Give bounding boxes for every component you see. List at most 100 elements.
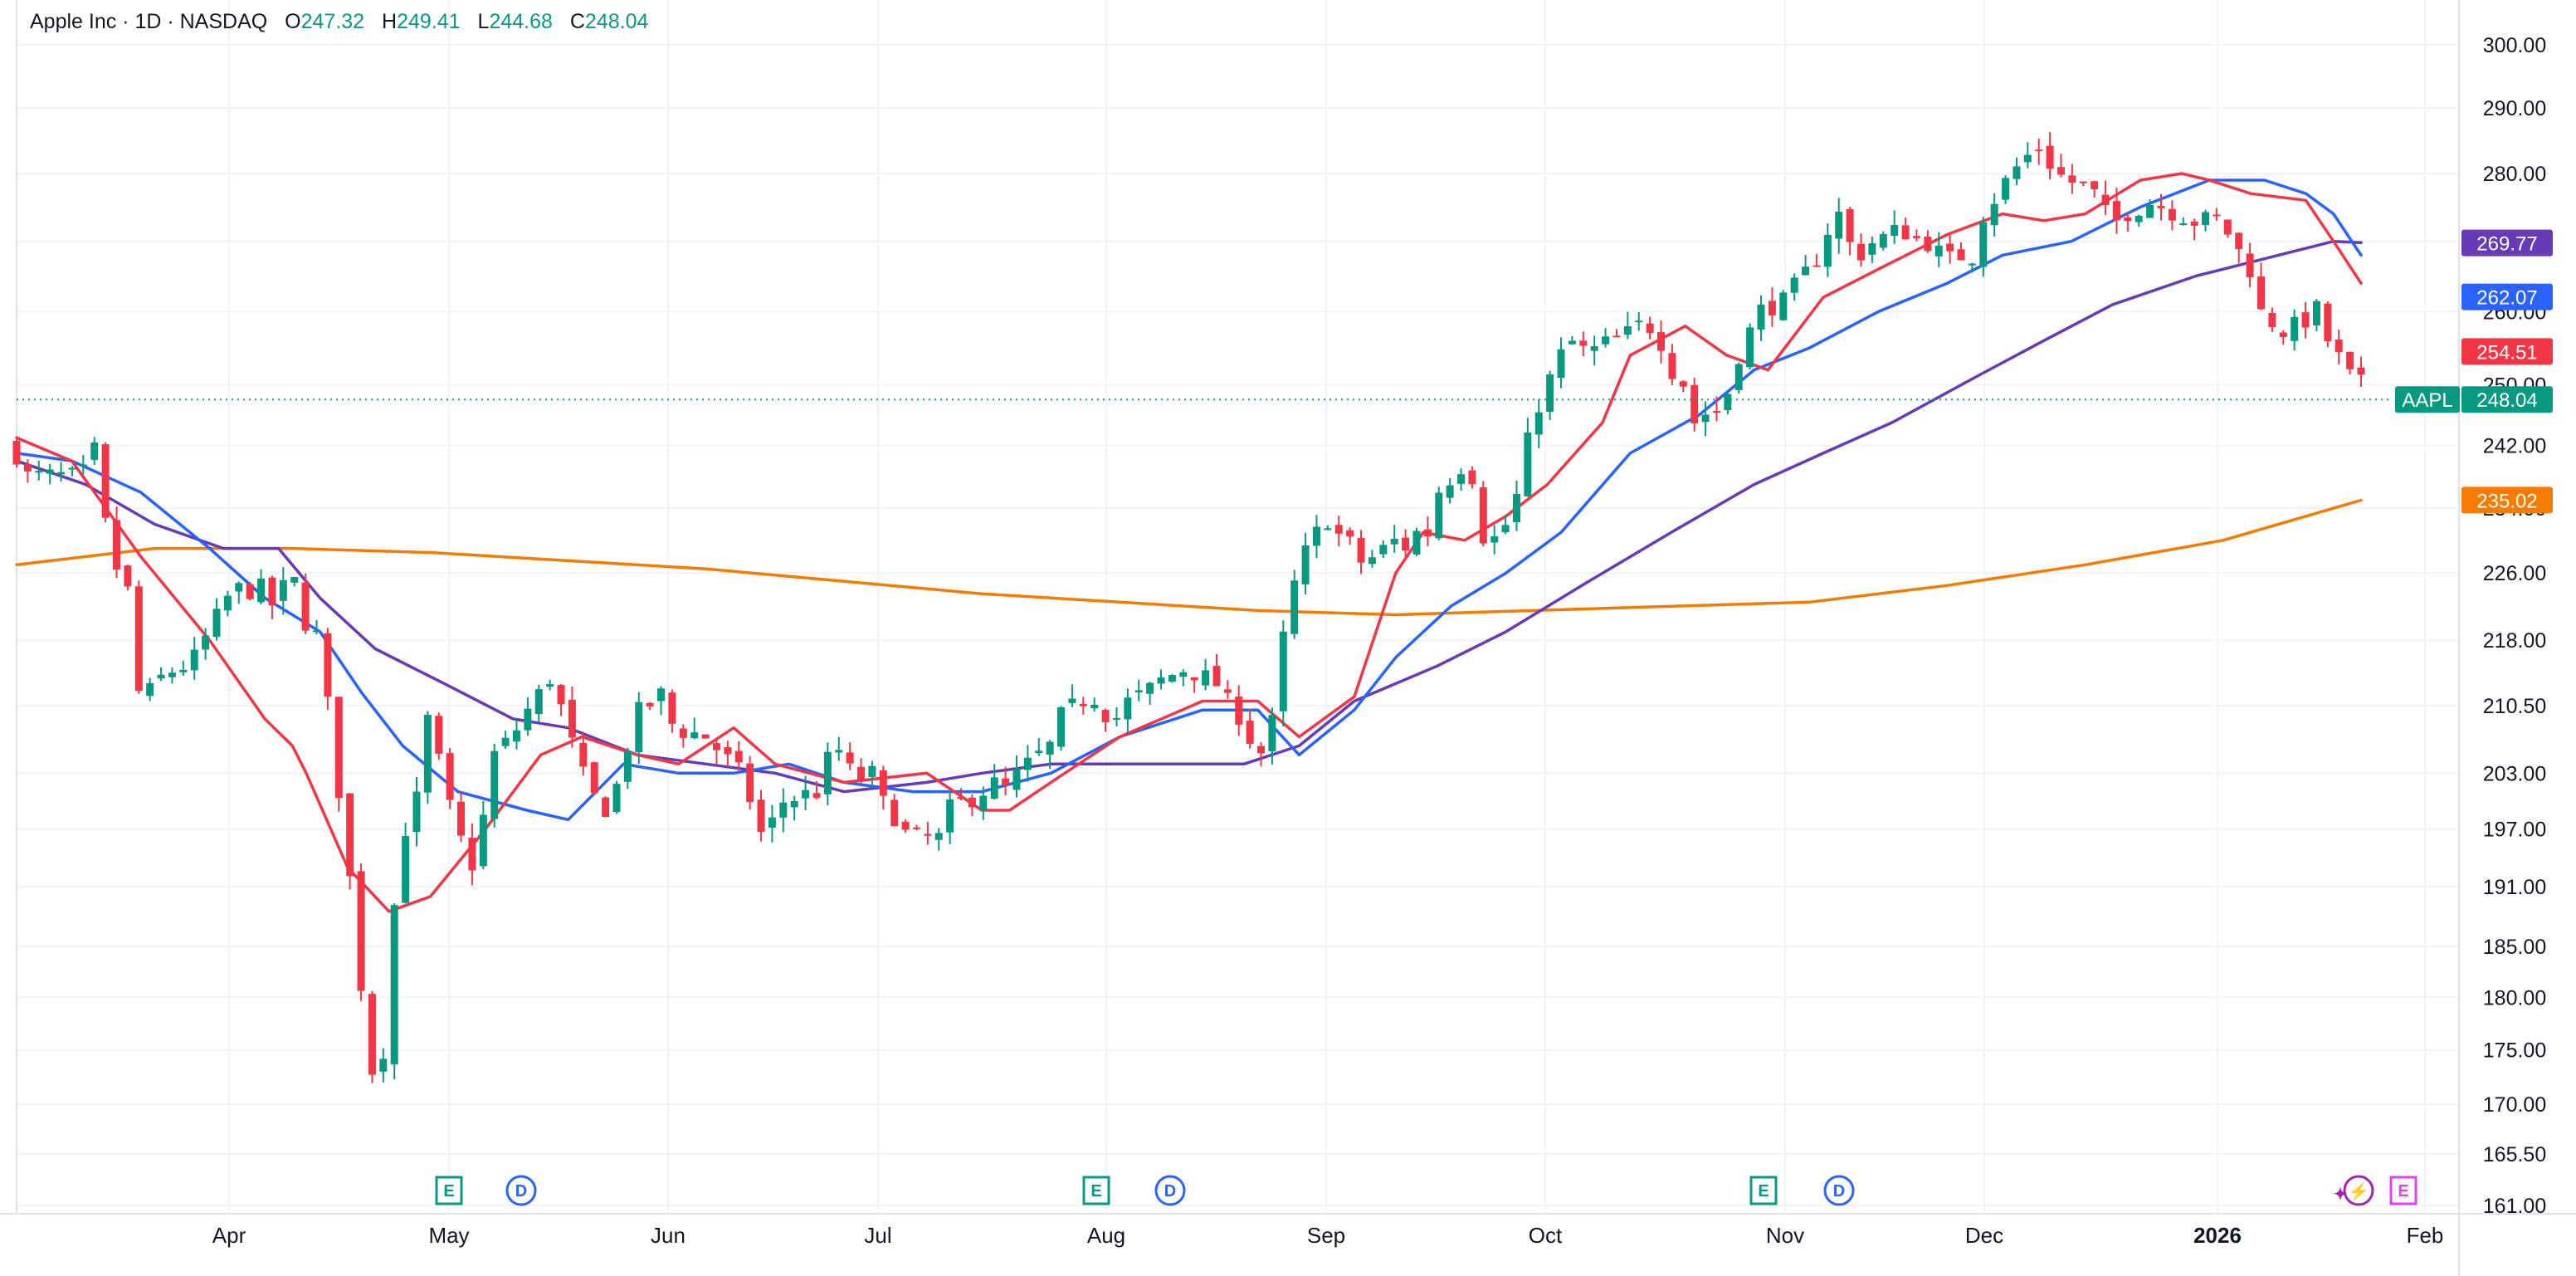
future_earnings-marker: ⚡✦ E [2334,1175,2417,1206]
candle [2301,302,2310,339]
candle-body [2190,221,2198,226]
candle-body [1057,706,1066,747]
candle [779,788,788,833]
candle-body [379,1058,388,1072]
candle-body [2013,166,2021,179]
candle [35,460,43,481]
candle-body [2179,222,2188,225]
candle [2346,351,2354,374]
candle [1679,379,1687,393]
candle-body [524,708,532,731]
earnings-marker: E [435,1176,463,1205]
candle-body [757,799,765,833]
candle [2157,193,2165,221]
candle-body [1090,704,1099,709]
candle-body [1701,414,1710,423]
candle [1435,486,1443,540]
candle [1879,231,1887,251]
candle [579,731,588,776]
candle [1035,737,1043,756]
candle [1090,697,1099,712]
candle [1168,673,1176,683]
candle-body [612,784,621,812]
candle [2279,330,2287,345]
y-tick-label: 300.00 [2483,34,2546,57]
candle-body [957,796,965,799]
candle [1068,684,1076,707]
candle [1346,526,1354,545]
candle-body [1446,485,1454,498]
candle [812,780,821,799]
high-value: 249.41 [397,10,461,33]
low-value: 244.68 [489,10,553,33]
candle [1146,682,1154,705]
candle-body [2168,208,2176,221]
candle-body [457,801,466,836]
candle [557,683,565,716]
candle-body [1690,384,1699,423]
candle-body [223,595,232,611]
candle-body [1512,493,1520,523]
candle-body [846,752,854,764]
candle-body [568,699,576,738]
candle [402,823,410,904]
candle [602,796,610,818]
candle [1212,653,1221,687]
candle-body [1868,243,1876,255]
candle [101,442,110,522]
candle [901,819,910,834]
candle-body [423,714,432,793]
candle-body [2046,145,2054,169]
x-tick-label: Sep [1307,1223,1345,1248]
candle [1357,530,1365,574]
candle [1468,466,1476,489]
candle [1301,532,1310,594]
ma-orange-badge: 235.02 [2461,486,2553,514]
candle [501,731,510,750]
y-tick-label: 242.00 [2483,435,2546,458]
candle [1802,255,1810,276]
candle-body [1124,697,1132,720]
candle [1957,242,1965,261]
candle [390,903,398,1080]
candle-body [202,635,210,650]
candle-body [1223,689,1232,693]
candle [1812,254,1821,267]
candle [1757,295,1765,341]
candle [1524,418,1532,497]
candle [146,677,154,702]
candle-body [1891,225,1899,237]
candlesticks [12,132,2365,1083]
candle-body [79,464,87,467]
candle-body [1390,538,1398,545]
candle-body [402,836,410,903]
candle [701,734,710,739]
candle [1124,688,1132,735]
candle [924,822,932,845]
candle-body [590,762,598,794]
candle-body [468,838,476,871]
candle-body [2101,194,2110,205]
candle-body [1734,364,1743,390]
candle [957,788,965,801]
candle [2312,299,2320,331]
candle [657,686,666,716]
candle [1891,210,1899,244]
candle [1290,570,1299,639]
candle-body [124,565,132,587]
candle [1235,685,1243,736]
candle-body [823,751,832,794]
candle [412,776,421,847]
candle-body [324,633,332,697]
candle [1979,217,1988,277]
candle [612,780,621,814]
candle-body [1468,470,1476,485]
candle-body [1946,243,1954,252]
y-tick-label: 180.00 [2483,986,2546,1010]
candle [1402,529,1410,560]
candle [301,573,310,634]
candle [2146,198,2154,218]
candle [2091,180,2099,198]
candle [1223,679,1232,700]
